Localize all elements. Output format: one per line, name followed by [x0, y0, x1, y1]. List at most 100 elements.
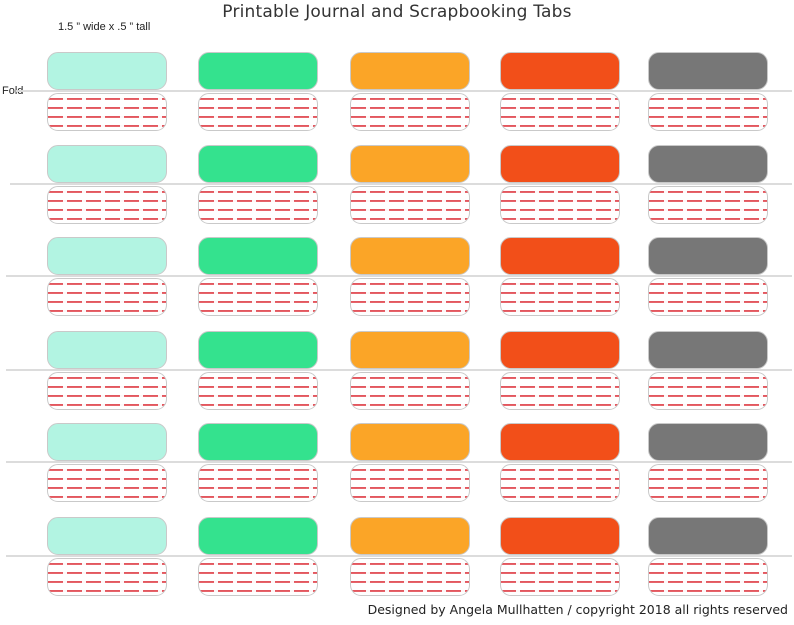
stripe-pattern [48, 279, 166, 315]
tab-back-striped [350, 278, 470, 316]
tab-front [350, 145, 470, 183]
stripe-pattern [649, 465, 767, 501]
tab-front [198, 331, 318, 369]
stripe-pattern [351, 187, 469, 223]
tab-back-striped [198, 278, 318, 316]
tab-back-striped [648, 186, 768, 224]
tab-back-striped [500, 278, 620, 316]
stripe-pattern [501, 373, 619, 409]
tab-back-striped [47, 278, 167, 316]
stripe-pattern [199, 279, 317, 315]
stripe-pattern [351, 373, 469, 409]
tab-front [500, 52, 620, 90]
stripe-pattern [501, 465, 619, 501]
stripe-pattern [501, 187, 619, 223]
tab-back-striped [648, 464, 768, 502]
tab-back-striped [47, 186, 167, 224]
tab-back-striped [500, 93, 620, 131]
tab-back-striped [500, 558, 620, 596]
tab-front [47, 52, 167, 90]
tab-back-striped [500, 372, 620, 410]
tab-front [500, 237, 620, 275]
tab-back-striped [350, 186, 470, 224]
stripe-pattern [501, 94, 619, 130]
stripe-pattern [501, 559, 619, 595]
size-note: 1.5 ” wide x .5 ” tall [58, 21, 151, 33]
tab-front [350, 423, 470, 461]
stripe-pattern [351, 465, 469, 501]
tab-front [350, 517, 470, 555]
tab-front [648, 423, 768, 461]
fold-line [6, 555, 792, 557]
stripe-pattern [48, 94, 166, 130]
stripe-pattern [199, 187, 317, 223]
tab-back-striped [648, 278, 768, 316]
tab-back-striped [198, 186, 318, 224]
stripe-pattern [199, 559, 317, 595]
stripe-pattern [48, 373, 166, 409]
tab-back-striped [198, 372, 318, 410]
tab-front [198, 517, 318, 555]
tab-front [198, 52, 318, 90]
tab-front [500, 423, 620, 461]
stripe-pattern [649, 279, 767, 315]
fold-line [10, 183, 792, 185]
page-title: Printable Journal and Scrapbooking Tabs [222, 2, 572, 22]
tab-front [350, 52, 470, 90]
tab-back-striped [47, 372, 167, 410]
fold-label: Fold [2, 85, 24, 97]
tab-front [198, 423, 318, 461]
stripe-pattern [199, 94, 317, 130]
tab-front [47, 237, 167, 275]
tab-back-striped [198, 558, 318, 596]
tab-back-striped [648, 93, 768, 131]
copyright-credit: Designed by Angela Mullhatten / copyrigh… [367, 602, 788, 617]
tab-back-striped [198, 464, 318, 502]
tab-front [47, 517, 167, 555]
tab-front [47, 331, 167, 369]
fold-line [6, 461, 792, 463]
tab-back-striped [350, 93, 470, 131]
stripe-pattern [48, 559, 166, 595]
stripe-pattern [501, 279, 619, 315]
tab-back-striped [648, 558, 768, 596]
tab-back-striped [47, 558, 167, 596]
tab-front [198, 237, 318, 275]
stripe-pattern [199, 373, 317, 409]
tab-front [648, 145, 768, 183]
tab-back-striped [47, 93, 167, 131]
stripe-pattern [649, 559, 767, 595]
tab-back-striped [500, 186, 620, 224]
tab-back-striped [350, 372, 470, 410]
tab-back-striped [648, 372, 768, 410]
tab-front [350, 331, 470, 369]
tab-front [500, 517, 620, 555]
tab-front [47, 423, 167, 461]
fold-line [16, 90, 792, 92]
tab-back-striped [47, 464, 167, 502]
stripe-pattern [199, 465, 317, 501]
tab-front [198, 145, 318, 183]
tab-front [648, 517, 768, 555]
tab-front [648, 331, 768, 369]
stripe-pattern [649, 94, 767, 130]
tab-back-striped [500, 464, 620, 502]
tab-front [648, 237, 768, 275]
tab-front [47, 145, 167, 183]
stripe-pattern [649, 373, 767, 409]
tab-front [500, 145, 620, 183]
tab-back-striped [350, 558, 470, 596]
stripe-pattern [48, 465, 166, 501]
tab-back-striped [198, 93, 318, 131]
stripe-pattern [351, 559, 469, 595]
tab-back-striped [350, 464, 470, 502]
stripe-pattern [351, 279, 469, 315]
stripe-pattern [649, 187, 767, 223]
stripe-pattern [351, 94, 469, 130]
tab-front [500, 331, 620, 369]
fold-line [6, 369, 792, 371]
stripe-pattern [48, 187, 166, 223]
tab-front [648, 52, 768, 90]
fold-line [6, 275, 792, 277]
tab-front [350, 237, 470, 275]
